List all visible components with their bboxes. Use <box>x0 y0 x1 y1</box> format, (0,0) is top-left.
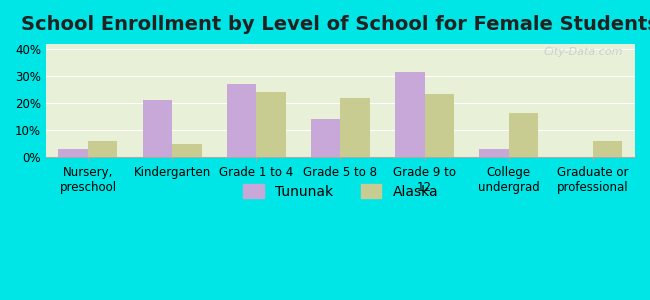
Bar <box>256 92 286 157</box>
Title: School Enrollment by Level of School for Female Students: School Enrollment by Level of School for… <box>21 15 650 34</box>
Bar <box>88 141 118 157</box>
Legend: Tununak, Alaska: Tununak, Alaska <box>237 178 444 204</box>
Bar <box>172 144 202 157</box>
Bar <box>142 100 172 157</box>
Bar <box>311 119 341 157</box>
Bar <box>58 149 88 157</box>
Bar <box>593 141 623 157</box>
Text: City-Data.com: City-Data.com <box>543 47 623 57</box>
Bar <box>424 94 454 157</box>
Bar <box>341 98 370 157</box>
Bar <box>227 84 256 157</box>
Bar <box>479 149 509 157</box>
Bar <box>395 72 424 157</box>
Bar <box>509 112 538 157</box>
